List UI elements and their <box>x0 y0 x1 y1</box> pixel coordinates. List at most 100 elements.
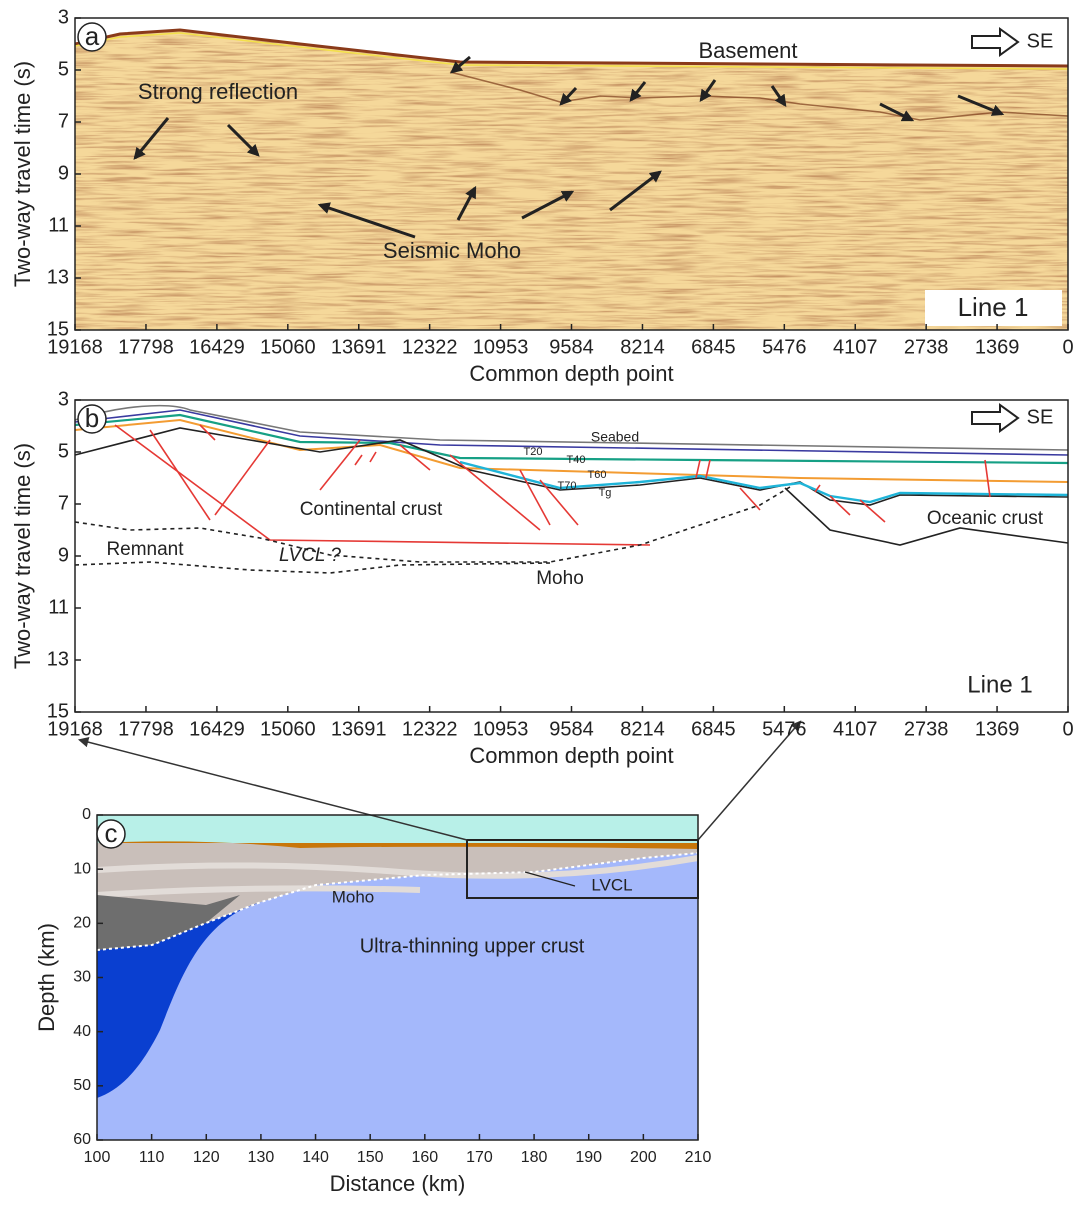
x-tick-label: 19168 <box>47 336 103 358</box>
x-axis-title: Distance (km) <box>330 1171 466 1196</box>
x-tick-label: 4107 <box>833 718 878 740</box>
x-tick-label: 4107 <box>833 336 878 358</box>
y-axis-title: Depth (km) <box>34 923 59 1032</box>
annotation: Seismic Moho <box>383 238 521 263</box>
panel-label-circle <box>77 404 107 434</box>
annotation: T40 <box>567 454 586 466</box>
x-tick-label: 17798 <box>118 718 174 740</box>
x-tick-label: 15060 <box>260 336 316 358</box>
x-tick-label: 1369 <box>975 718 1020 740</box>
x-tick-label: 0 <box>1062 718 1073 740</box>
annotation: SE <box>1027 406 1054 428</box>
annotation: SE <box>1027 30 1054 52</box>
y-tick-label: 3 <box>58 388 69 410</box>
x-tick-label: 5476 <box>762 718 807 740</box>
annotation: T70 <box>558 480 577 492</box>
panel-label-circle <box>96 819 126 849</box>
x-tick-label: 190 <box>575 1149 602 1166</box>
x-tick-label: 5476 <box>762 336 807 358</box>
y-tick-label: 7 <box>58 110 69 132</box>
y-tick-label: 9 <box>58 162 69 184</box>
x-tick-label: 100 <box>84 1149 111 1166</box>
y-tick-label: 5 <box>58 440 69 462</box>
x-tick-label: 1369 <box>975 336 1020 358</box>
x-axis-title: Common depth point <box>469 361 673 386</box>
x-tick-label: 12322 <box>402 718 458 740</box>
x-tick-label: 15060 <box>260 718 316 740</box>
x-tick-label: 10953 <box>473 336 529 358</box>
x-tick-label: 170 <box>466 1149 493 1166</box>
x-tick-label: 0 <box>1062 336 1073 358</box>
x-axis-title: Common depth point <box>469 743 673 768</box>
x-tick-label: 13691 <box>331 718 387 740</box>
x-tick-label: 150 <box>357 1149 384 1166</box>
panel-label-circle <box>77 22 107 52</box>
y-axis-title: Two-way travel time (s) <box>10 443 35 669</box>
annotation: Oceanic crust <box>927 508 1044 529</box>
y-tick-label: 15 <box>47 318 69 340</box>
y-tick-label: 3 <box>58 6 69 28</box>
x-tick-label: 180 <box>521 1149 548 1166</box>
x-tick-label: 110 <box>139 1149 165 1166</box>
y-axis-title: Two-way travel time (s) <box>10 61 35 287</box>
panel-label: b <box>85 403 99 433</box>
panel-label: a <box>85 21 100 51</box>
annotation: Moho <box>332 887 375 906</box>
y-tick-label: 11 <box>48 214 69 236</box>
x-tick-label: 130 <box>248 1149 275 1166</box>
annotation: LVCL <box>591 875 632 894</box>
panel-a-arrows <box>133 27 1020 239</box>
y-tick-label: 15 <box>47 700 69 722</box>
annotation: Seabed <box>591 429 639 445</box>
annotation: T20 <box>524 446 543 458</box>
y-tick-label: 10 <box>73 860 91 877</box>
model-image <box>77 720 802 1140</box>
annotation: Continental crust <box>300 499 443 520</box>
y-tick-label: 30 <box>73 969 91 986</box>
annotation: Tg <box>599 487 612 499</box>
annotation: Moho <box>536 568 584 589</box>
panel-label: c <box>105 818 118 848</box>
x-tick-label: 17798 <box>118 336 174 358</box>
annotation: LVCL ? <box>279 545 341 566</box>
annotation: Remnant <box>106 539 184 560</box>
annotation: Line 1 <box>967 671 1032 698</box>
y-tick-label: 20 <box>73 915 91 932</box>
annotation: Basement <box>698 38 797 63</box>
y-tick-label: 60 <box>73 1131 91 1148</box>
y-tick-label: 13 <box>47 648 69 670</box>
y-tick-label: 5 <box>58 58 69 80</box>
y-tick-label: 50 <box>73 1077 91 1094</box>
x-tick-label: 10953 <box>473 718 529 740</box>
x-tick-label: 19168 <box>47 718 103 740</box>
x-tick-label: 9584 <box>549 336 594 358</box>
seismic-image <box>75 18 1068 330</box>
x-tick-label: 160 <box>411 1149 438 1166</box>
y-tick-label: 7 <box>58 492 69 514</box>
x-tick-label: 6845 <box>691 336 736 358</box>
annotation: Strong reflection <box>138 79 298 104</box>
x-tick-label: 9584 <box>549 718 594 740</box>
x-tick-label: 6845 <box>691 718 736 740</box>
interpretation-lines <box>74 403 1069 574</box>
y-tick-label: 11 <box>48 596 69 618</box>
x-tick-label: 16429 <box>189 718 245 740</box>
x-tick-label: 13691 <box>331 336 387 358</box>
y-tick-label: 13 <box>47 266 69 288</box>
x-tick-label: 2738 <box>904 718 949 740</box>
x-tick-label: 140 <box>302 1149 329 1166</box>
x-tick-label: 120 <box>193 1149 220 1166</box>
y-tick-label: 0 <box>82 806 91 823</box>
annotation: T60 <box>588 469 607 481</box>
x-tick-label: 200 <box>630 1149 657 1166</box>
x-tick-label: 16429 <box>189 336 245 358</box>
annotation: Line 1 <box>958 292 1029 322</box>
x-tick-label: 210 <box>685 1149 712 1166</box>
x-tick-label: 12322 <box>402 336 458 358</box>
annotation: Ultra-thinning upper crust <box>360 935 585 957</box>
x-tick-label: 2738 <box>904 336 949 358</box>
y-tick-label: 9 <box>58 544 69 566</box>
